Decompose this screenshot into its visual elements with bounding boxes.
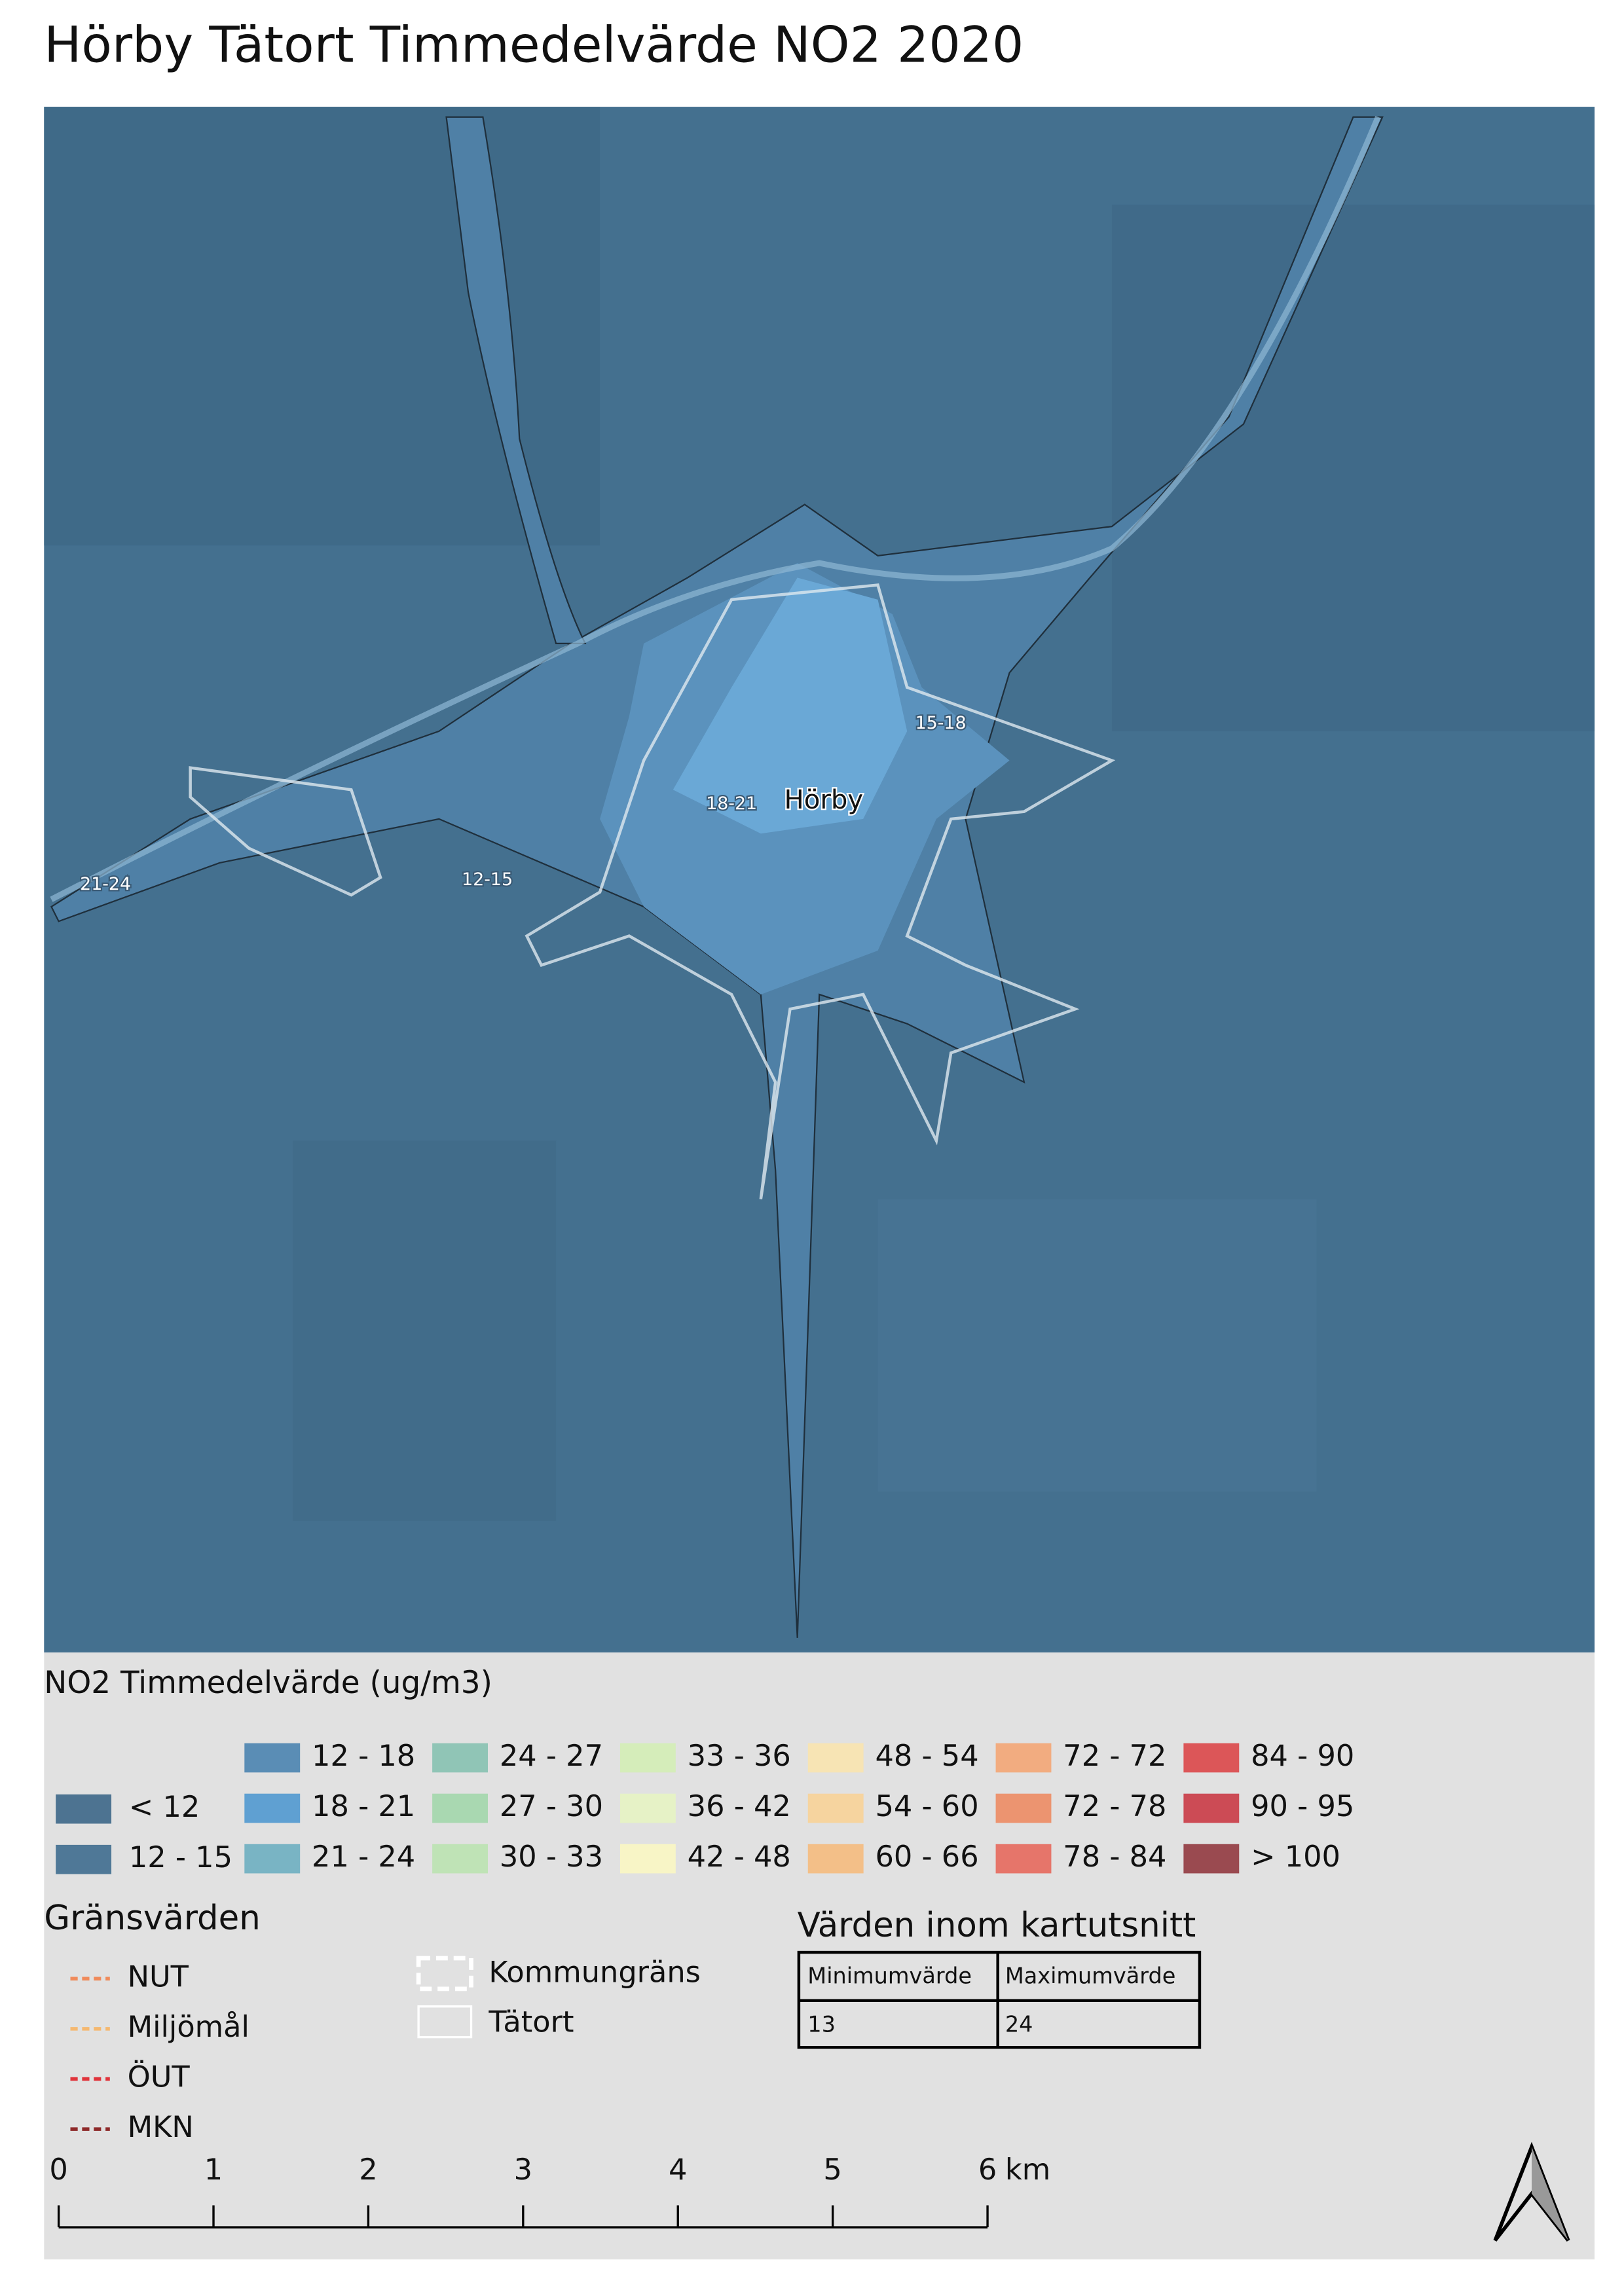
legend-swatch [1183, 1793, 1240, 1823]
title: Hörby Tätort Timmedelvärde NO2 2020 [44, 16, 1024, 74]
legend-swatch [432, 1844, 488, 1874]
kommungrans-symbol [416, 1956, 473, 1992]
limit-label: NUT [128, 1959, 189, 1994]
scale-label: 6 [978, 2153, 997, 2187]
legend-label: 27 - 30 [500, 1789, 603, 1823]
highway [50, 115, 1381, 902]
legend-label: 21 - 24 [312, 1840, 415, 1874]
table-header: Minimumvärde [807, 1963, 972, 1989]
legend-label: < 12 [129, 1790, 200, 1824]
legend-swatch [619, 1743, 676, 1773]
legend-label: 30 - 33 [500, 1840, 603, 1874]
legend-label: 90 - 95 [1251, 1789, 1354, 1823]
legend-swatch [244, 1844, 301, 1874]
legend-label: 60 - 66 [875, 1840, 978, 1874]
map-label: 18-21 [706, 793, 757, 814]
legend-title: NO2 Timmedelvärde (ug/m3) [44, 1665, 492, 1701]
legend-swatch [807, 1844, 864, 1874]
legend-label: 18 - 21 [312, 1789, 415, 1823]
scale-unit: km [1005, 2153, 1050, 2187]
legend-swatch [619, 1844, 676, 1874]
limits-title: Gränsvärden [44, 1899, 261, 1938]
map-frame [44, 107, 1595, 1653]
map-label: 21-24 [80, 874, 131, 894]
map-label: Hörby [784, 785, 864, 815]
legend-label: 72 - 78 [1063, 1789, 1166, 1823]
limit-label: ÖUT [128, 2060, 191, 2094]
table-header: Maximumvärde [1005, 1963, 1175, 1989]
map-label: 15-18 [915, 713, 967, 733]
scale-label: 3 [514, 2153, 532, 2187]
boundary-label: Tätort [488, 2005, 574, 2039]
legend-swatch [807, 1793, 864, 1823]
table-title: Värden inom kartutsnitt [798, 1906, 1196, 1945]
legend-swatch [619, 1793, 676, 1823]
legend-swatch [807, 1743, 864, 1773]
map-label: 12-15 [462, 869, 513, 890]
boundary-label: Kommungräns [489, 1956, 701, 1990]
tatort-symbol [417, 2005, 473, 2039]
scale-label: 5 [823, 2153, 841, 2187]
legend-swatch [432, 1793, 488, 1823]
terrain-patch [293, 1140, 557, 1522]
scale-label: 0 [49, 2153, 67, 2187]
legend-label: 36 - 42 [688, 1789, 791, 1823]
legend-label: 12 - 18 [312, 1739, 415, 1773]
scale-label: 4 [669, 2153, 687, 2187]
scale-label: 1 [204, 2153, 223, 2187]
legend-swatch [244, 1743, 301, 1773]
terrain-patch [877, 1199, 1317, 1492]
legend-swatch [995, 1844, 1052, 1874]
north-arrow-fill [1532, 2147, 1568, 2241]
zone-road-north [445, 116, 587, 644]
limit-label: MKN [128, 2110, 194, 2144]
zone-18-21 [673, 577, 908, 834]
legend-label: 24 - 27 [500, 1739, 603, 1773]
north-arrow [1493, 2141, 1570, 2242]
legend-label: 72 - 72 [1063, 1739, 1166, 1773]
legend-swatch [995, 1793, 1052, 1823]
limit-label: Miljömål [128, 2010, 249, 2044]
legend-label: 42 - 48 [688, 1840, 791, 1874]
legend-label: 84 - 90 [1251, 1739, 1354, 1773]
legend-label: 48 - 54 [875, 1739, 978, 1773]
table-cell: 24 [1005, 2011, 1033, 2037]
legend-swatch [56, 1794, 112, 1824]
legend-swatch [1183, 1844, 1240, 1874]
legend-swatch [995, 1743, 1052, 1773]
legend-swatch [244, 1793, 301, 1823]
legend-label: > 100 [1251, 1840, 1340, 1874]
table-cell: 13 [807, 2011, 836, 2037]
tatort-outline [189, 583, 1116, 1200]
legend-label: 33 - 36 [688, 1739, 791, 1773]
legend-swatch [1183, 1743, 1240, 1773]
scale-label: 2 [359, 2153, 377, 2187]
legend-swatch [56, 1844, 112, 1874]
legend-label: 12 - 15 [129, 1840, 232, 1874]
terrain-patch [1111, 204, 1595, 731]
legend-label: 78 - 84 [1063, 1840, 1166, 1874]
legend-label: 54 - 60 [875, 1789, 978, 1823]
legend-swatch [432, 1743, 488, 1773]
extent-table: Minimumvärde Maximumvärde 13 24 [797, 1950, 1202, 2049]
